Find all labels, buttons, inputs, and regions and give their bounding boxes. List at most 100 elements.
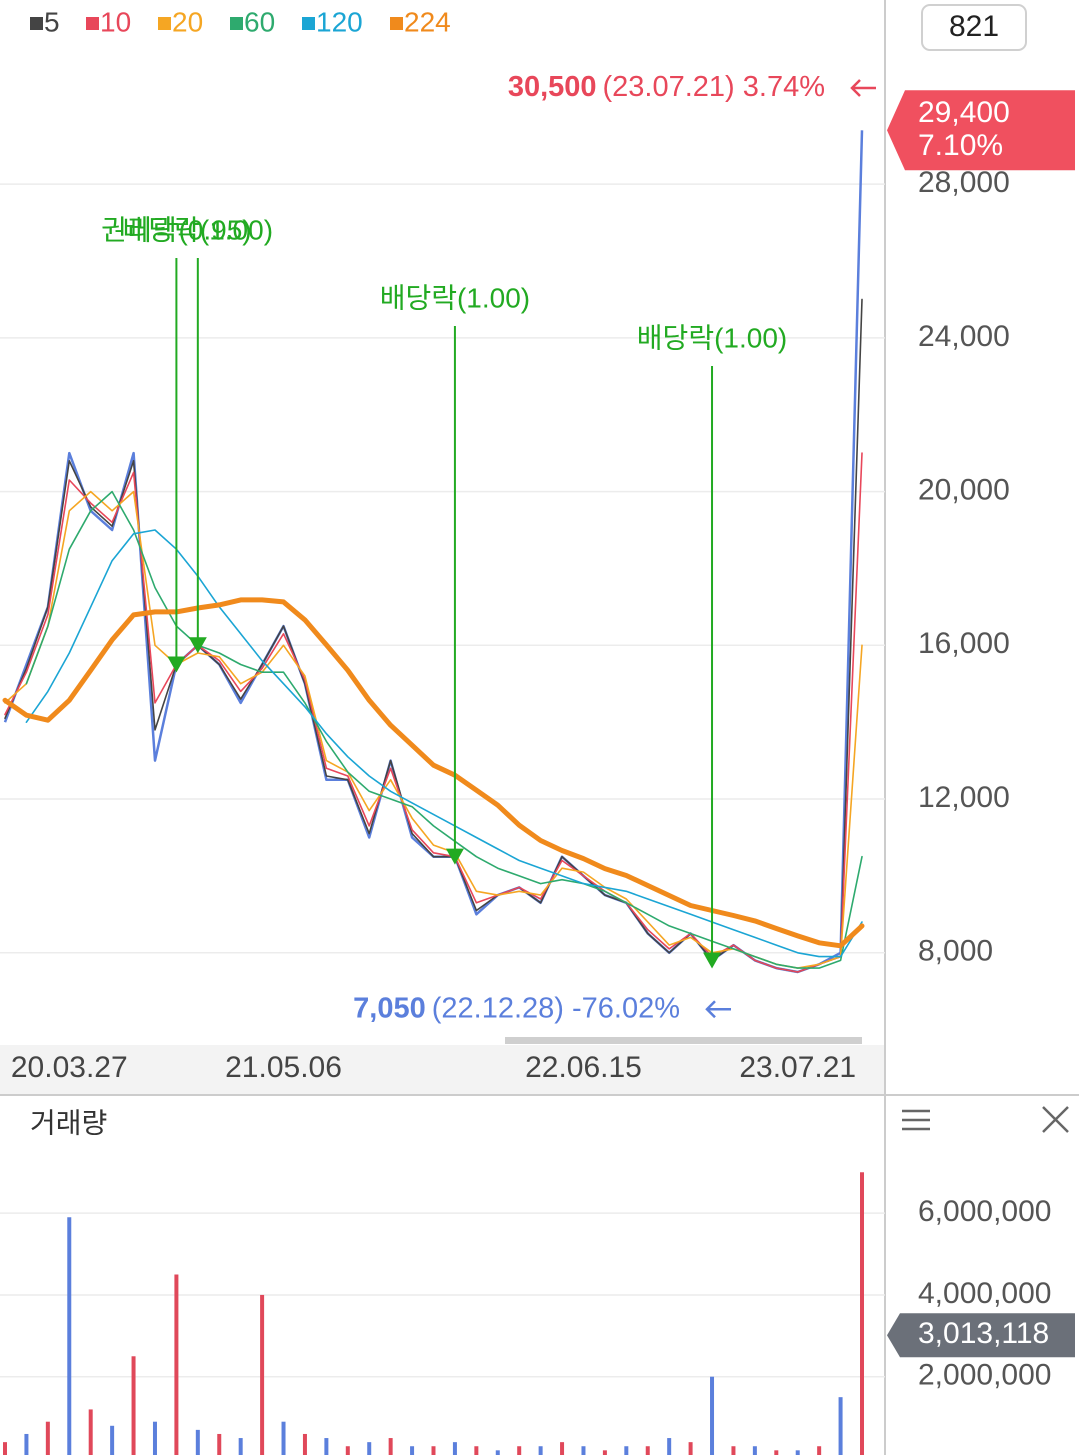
legend-label: 10	[100, 6, 131, 37]
legend-label: 120	[316, 6, 363, 37]
volume-bar	[495, 1450, 500, 1455]
y-tick-label: 2,000,000	[918, 1359, 1051, 1392]
y-tick-label: 28,000	[918, 166, 1010, 199]
volume-bar	[131, 1356, 136, 1455]
legend-swatch	[158, 17, 171, 30]
menu-icon[interactable]	[902, 1109, 930, 1131]
volume-bar	[688, 1442, 693, 1455]
volume-bar	[517, 1446, 522, 1455]
volume-bar	[624, 1446, 629, 1455]
ma-line	[25, 529, 863, 958]
current-price: 29,400	[918, 96, 1010, 129]
legend-swatch	[230, 17, 243, 30]
volume-bar	[45, 1421, 50, 1455]
max-annotation: 30,500 (23.07.21) 3.74%	[508, 71, 825, 103]
event-marker	[167, 656, 186, 673]
y-tick-label: 20,000	[918, 473, 1010, 506]
legend-swatch	[390, 17, 403, 30]
min-arrow	[705, 1000, 731, 1019]
x-tick-label: 23.07.21	[739, 1051, 856, 1084]
volume-bar	[710, 1376, 715, 1455]
event-marker	[703, 952, 722, 969]
volume-bar	[88, 1409, 93, 1455]
volume-bar	[388, 1438, 393, 1455]
volume-bar	[731, 1446, 736, 1455]
event-label: 배당락(1.00)	[637, 322, 787, 353]
event-marker	[445, 848, 464, 865]
volume-bar	[560, 1442, 565, 1455]
volume-bar	[281, 1421, 286, 1455]
volume-bar	[110, 1425, 115, 1455]
current-tag	[887, 90, 1075, 171]
scrollbar[interactable]	[505, 1037, 862, 1044]
y-tick-label: 6,000,000	[918, 1195, 1051, 1228]
y-tick-label: 24,000	[918, 320, 1010, 353]
volume-bar	[645, 1446, 650, 1455]
max-value: 30,500	[508, 71, 597, 103]
volume-bar	[174, 1274, 179, 1455]
current-volume-tag	[887, 1313, 1075, 1358]
min-detail: (22.12.28) -76.02%	[432, 992, 680, 1024]
ma-line	[2, 597, 865, 949]
volume-bar	[3, 1442, 7, 1455]
current-volume: 3,013,118	[918, 1317, 1049, 1350]
y-tick-label: 12,000	[918, 781, 1010, 814]
cursor-box	[921, 4, 1027, 51]
legend-label: 224	[404, 6, 451, 37]
event-label: 권리락(0.95)	[101, 214, 251, 245]
y-tick-label: 16,000	[918, 627, 1010, 660]
ma-line	[25, 490, 863, 969]
volume-bar	[602, 1450, 607, 1455]
current-change: 7.10%	[918, 129, 1003, 162]
volume-bar	[795, 1450, 800, 1455]
min-value: 7,050	[353, 992, 426, 1024]
volume-bar	[452, 1442, 457, 1455]
legend-swatch	[30, 17, 43, 30]
max-detail: (23.07.21) 3.74%	[603, 71, 825, 103]
max-arrow	[850, 79, 876, 97]
volume-bar	[581, 1446, 586, 1455]
volume-bar	[538, 1446, 543, 1455]
volume-bar	[152, 1421, 157, 1455]
volume-bar	[838, 1397, 843, 1455]
volume-bar	[24, 1433, 29, 1455]
legend-swatch	[302, 17, 315, 30]
volume-bar	[302, 1433, 307, 1455]
legend-label: 20	[172, 6, 203, 37]
event-label: 배당락(1.00)	[123, 214, 273, 245]
x-tick-label: 22.06.15	[525, 1051, 642, 1084]
ma-line	[4, 490, 863, 969]
volume-bar	[667, 1438, 672, 1455]
volume-bar	[367, 1442, 372, 1455]
volume-bar	[345, 1446, 350, 1455]
cursor-label: 821	[949, 10, 999, 43]
volume-bar	[238, 1438, 243, 1455]
y-tick-label: 4,000,000	[918, 1277, 1051, 1310]
x-tick-label: 21.05.06	[225, 1051, 342, 1084]
volume-bar	[752, 1446, 757, 1455]
volume-bar	[410, 1446, 415, 1455]
volume-bar	[774, 1450, 779, 1455]
legend-label: 5	[44, 6, 60, 37]
volume-bar	[324, 1438, 329, 1455]
legend-swatch	[86, 17, 99, 30]
volume-bar	[217, 1433, 222, 1455]
volume-bar	[817, 1446, 822, 1455]
event-marker	[188, 637, 207, 654]
x-axis-band	[0, 1045, 885, 1095]
volume-bar	[860, 1172, 864, 1455]
volume-bar	[474, 1446, 479, 1455]
y-tick-label: 8,000	[918, 935, 993, 968]
volume-bar	[67, 1217, 72, 1455]
legend-label: 60	[244, 6, 275, 37]
x-tick-label: 20.03.27	[11, 1051, 128, 1084]
volume-bar	[431, 1446, 436, 1455]
panel-title: 거래량	[30, 1107, 107, 1138]
close-icon[interactable]	[1042, 1106, 1069, 1133]
min-annotation: 7,050 (22.12.28) -76.02%	[353, 992, 680, 1024]
event-label: 배당락(1.00)	[380, 282, 530, 313]
volume-bar	[260, 1294, 265, 1455]
volume-bar	[195, 1429, 200, 1455]
